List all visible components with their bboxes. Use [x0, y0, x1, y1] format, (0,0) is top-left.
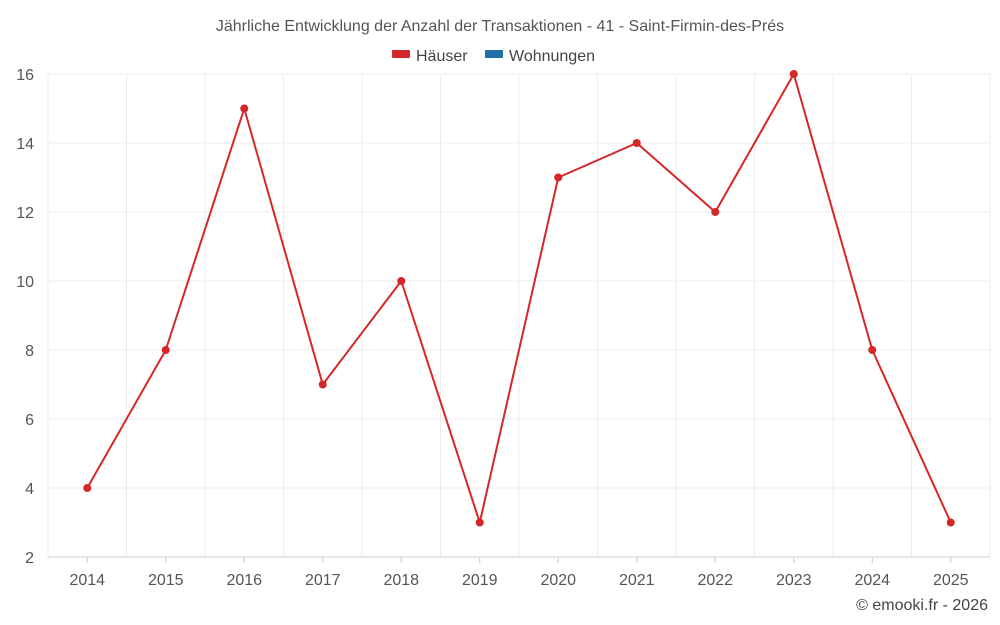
legend-item-apartments[interactable]: Wohnungen [485, 48, 595, 65]
chart-title: Jährliche Entwicklung der Anzahl der Tra… [216, 18, 784, 35]
y-tick-label: 14 [16, 136, 34, 153]
x-tick-label: 2017 [305, 572, 341, 589]
x-tick-label: 2021 [619, 572, 655, 589]
x-tick-label: 2025 [933, 572, 969, 589]
data-point-2019[interactable] [475, 518, 484, 527]
y-tick-label: 12 [16, 205, 34, 222]
credit-text: © emooki.fr - 2026 [856, 597, 988, 614]
legend-swatch-houses [392, 50, 410, 58]
series-line [86, 73, 952, 524]
y-tick-label: 4 [25, 481, 34, 498]
data-point-2017[interactable] [318, 380, 327, 389]
x-tick-label: 2016 [226, 572, 262, 589]
grid [47, 73, 991, 557]
x-tick-label: 2019 [462, 572, 498, 589]
y-tick-label: 8 [25, 343, 34, 360]
series-houses [83, 70, 955, 527]
data-point-2025[interactable] [946, 518, 955, 527]
legend[interactable]: Häuser Wohnungen [392, 48, 595, 65]
x-tick-label: 2018 [383, 572, 419, 589]
data-point-2021[interactable] [632, 139, 641, 147]
x-tick-label: 2024 [854, 572, 890, 589]
legend-swatch-apartments [485, 50, 503, 58]
legend-label-apartments: Wohnungen [509, 48, 595, 65]
data-point-2022[interactable] [711, 208, 720, 216]
axes: 2 4 6 8 10 12 14 16 2014 2015 2016 2017 2018 2019 2020… [16, 67, 990, 589]
data-point-2020[interactable] [554, 173, 563, 182]
legend-label-houses: Häuser [416, 48, 468, 65]
x-tick-label: 2020 [540, 572, 576, 589]
data-point-2023[interactable] [789, 70, 798, 78]
x-tick-label: 2022 [697, 572, 733, 589]
legend-item-houses[interactable]: Häuser [392, 48, 468, 65]
x-tick-label: 2015 [148, 572, 184, 589]
data-point-2018[interactable] [397, 277, 406, 285]
x-tick-label: 2023 [776, 572, 812, 589]
y-tick-label: 2 [25, 550, 34, 567]
data-point-2014[interactable] [83, 484, 92, 492]
data-point-2016[interactable] [240, 104, 249, 113]
data-point-2024[interactable] [868, 346, 877, 354]
data-point-2015[interactable] [161, 346, 170, 354]
y-tick-label: 6 [25, 412, 34, 429]
y-tick-label: 10 [16, 274, 34, 291]
x-tick-label: 2014 [69, 572, 105, 589]
y-tick-label: 16 [16, 67, 34, 84]
